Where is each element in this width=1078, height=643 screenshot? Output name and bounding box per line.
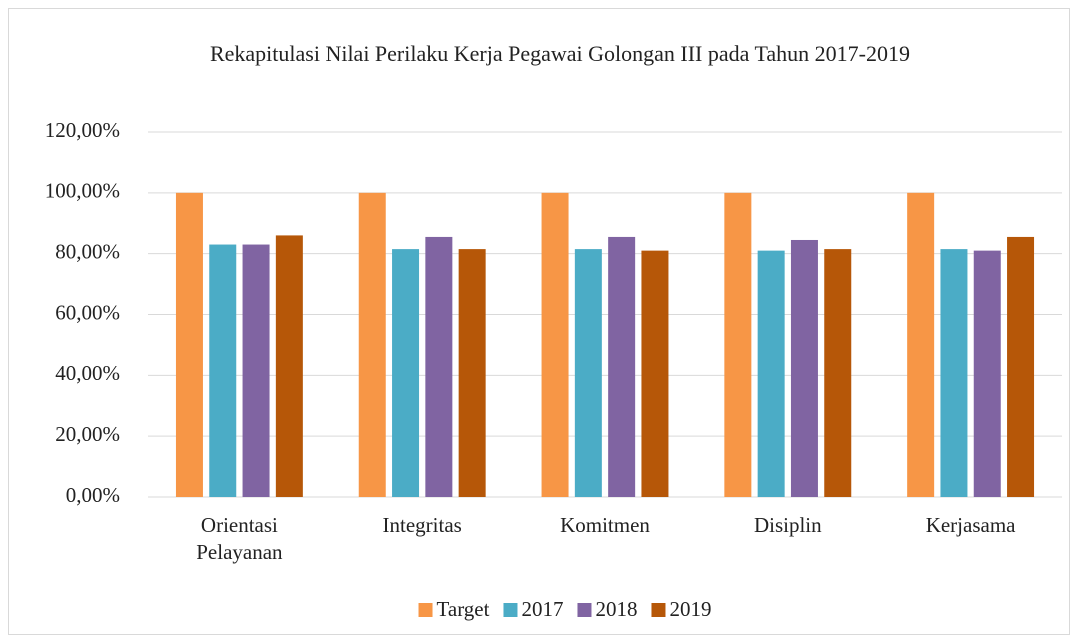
bar [907,192,935,498]
y-tick-label: 120,00% [45,118,120,142]
legend-swatch [577,603,592,617]
y-tick-label: 40,00% [55,361,120,385]
bar [358,192,386,498]
legend-swatch [651,603,666,617]
legend-swatch [503,603,518,617]
x-tick-label: Disiplin [754,513,822,537]
bar [275,235,303,497]
bar [757,250,785,497]
bar [940,249,968,497]
bar [824,249,852,497]
y-tick-label: 100,00% [45,179,120,203]
x-tick-label: Integritas [383,513,462,537]
y-tick-label: 0,00% [66,483,120,507]
legend-swatch [418,603,433,617]
y-tick-label: 20,00% [55,422,120,446]
legend-label: 2018 [595,597,637,621]
legend-label: 2019 [669,597,711,621]
bar [574,249,602,497]
bar [724,192,752,498]
bar [175,192,203,498]
bar [209,244,237,497]
bar [641,250,669,497]
bar [458,249,486,497]
bar [392,249,420,497]
y-tick-label: 80,00% [55,239,120,263]
bar [790,239,818,497]
bar [1007,236,1035,497]
chart-title: Rekapitulasi Nilai Perilaku Kerja Pegawa… [210,41,910,66]
x-tick-label: Orientasi Pelayanan [196,513,283,564]
bar [608,236,636,497]
x-tick-label: Kerjasama [926,513,1016,537]
bar [541,192,569,498]
y-tick-label: 60,00% [55,300,120,324]
bar [425,236,453,497]
x-tick-label: Komitmen [560,513,650,537]
bar [973,250,1001,497]
legend-label: 2017 [521,597,563,621]
legend-label: Target [437,597,490,621]
bar [242,244,270,497]
